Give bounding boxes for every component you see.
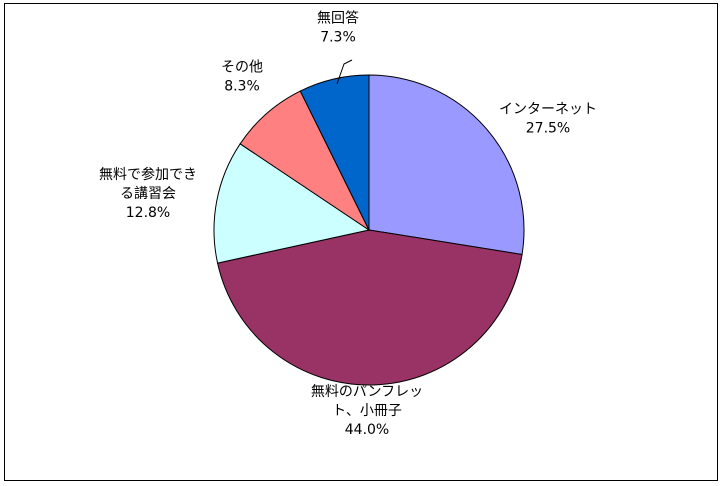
- label-other: その他 8.3%: [221, 60, 263, 95]
- label-internet: インターネット 27.5%: [499, 102, 597, 137]
- slice-no-answer: [299, 74, 370, 231]
- slice-percent: 12.8%: [126, 205, 170, 221]
- pie-slices: [213, 74, 525, 386]
- slice-free-pamphlet: [216, 229, 523, 386]
- slice-name-line: 無回答: [317, 10, 359, 27]
- slice-name-line: インターネット: [499, 102, 597, 118]
- label-no-answer: 無回答 7.3%: [317, 10, 359, 46]
- leader-lines: [336, 59, 353, 85]
- leader-line-no-answer: [336, 59, 353, 85]
- slice-percent: 7.3%: [320, 30, 356, 46]
- slice-labels: インターネット 27.5% 無料のパンフレット、小冊子 44.0% 無料で参加できる講習…: [99, 10, 597, 439]
- slice-name-line: 無料で参加でき: [99, 166, 197, 183]
- label-free-seminar: 無料で参加できる講習会 12.8%: [99, 166, 197, 221]
- slice-name-line: ト、小冊子: [332, 403, 402, 419]
- slice-internet: [368, 74, 525, 256]
- slice-percent: 8.3%: [224, 79, 260, 95]
- label-free-pamphlet: 無料のパンフレット、小冊子 44.0%: [311, 384, 423, 438]
- slice-percent: 27.5%: [526, 121, 570, 137]
- slice-free-seminar: [213, 143, 371, 264]
- slice-name-line: その他: [221, 60, 263, 76]
- slice-name-line: 無料のパンフレッ: [311, 384, 423, 400]
- slice-name-line: る講習会: [120, 186, 176, 202]
- slice-percent: 44.0%: [345, 422, 389, 438]
